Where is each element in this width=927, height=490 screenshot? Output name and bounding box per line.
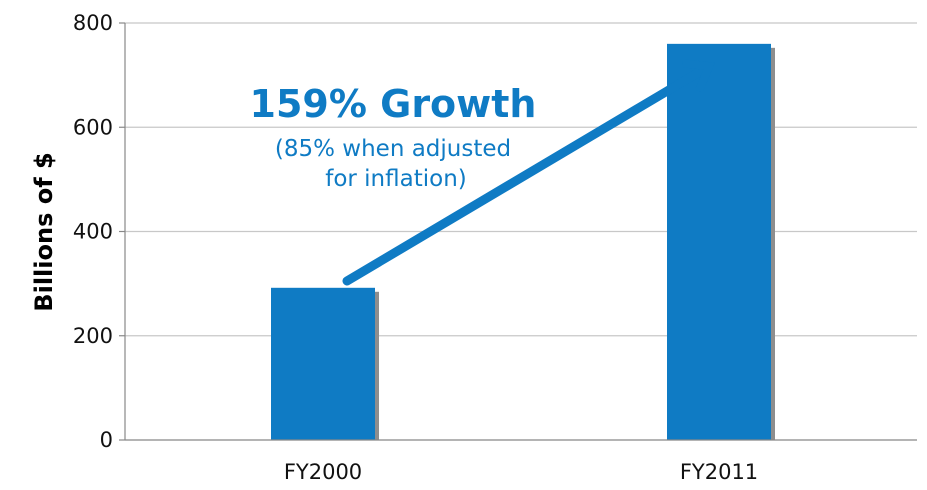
x-tick-label: FY2011	[680, 460, 758, 484]
y-tick-label: 400	[73, 220, 113, 244]
growth-headline: 159% Growth	[250, 82, 537, 126]
bar-fy2000	[271, 287, 375, 440]
y-tick-label: 200	[73, 324, 113, 348]
bars	[271, 43, 775, 440]
y-tick-label: 800	[73, 11, 113, 35]
y-tick-label: 0	[100, 428, 113, 452]
inflation-note-line-1: (85% when adjusted	[275, 136, 511, 162]
y-tick-label: 600	[73, 115, 113, 139]
inflation-note-line-2: for inflation)	[325, 166, 467, 192]
gridlines	[125, 22, 917, 337]
x-tick-labels: FY2000 FY2011	[284, 460, 758, 484]
growth-arrow	[342, 68, 706, 286]
bar-fy2011	[667, 43, 771, 440]
y-axis-label: Billions of $	[30, 152, 58, 311]
x-tick-label: FY2000	[284, 460, 362, 484]
y-tick-labels: 0 200 400 600 800	[73, 11, 125, 452]
